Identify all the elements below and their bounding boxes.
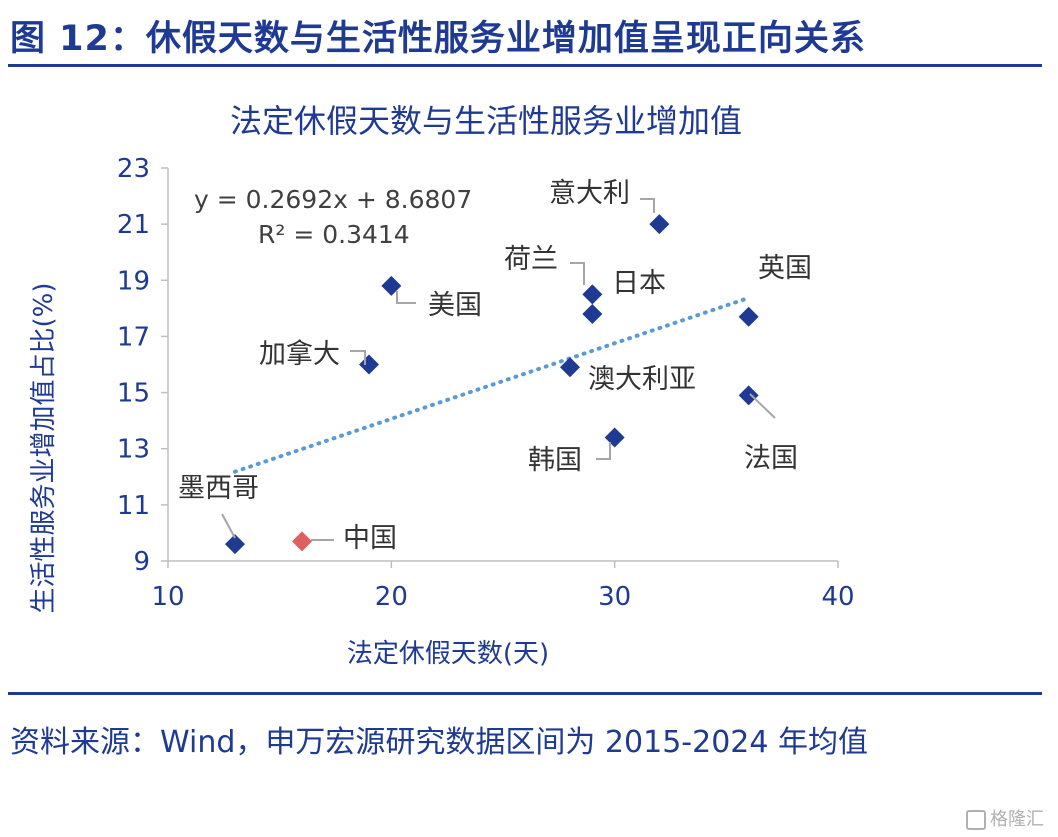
- y-tick-label: 9: [133, 547, 150, 577]
- data-point: [381, 275, 402, 296]
- y-tick-label: 11: [117, 491, 150, 521]
- point-label: 中国: [343, 523, 397, 554]
- leader-line: [640, 198, 655, 213]
- data-point: [359, 354, 379, 375]
- trendline: [233, 295, 751, 474]
- leader-line: [396, 291, 416, 304]
- point-label: 加拿大: [259, 339, 340, 370]
- source-note: 资料来源：Wind，申万宏源研究数据区间为 2015-2024 年均值: [10, 725, 868, 760]
- point-label: 美国: [428, 290, 482, 321]
- trendline-layer: [233, 295, 751, 474]
- y-tick-label: 21: [117, 210, 150, 240]
- watermark-logo-icon: [966, 810, 986, 830]
- figure-title: 图 12：休假天数与生活性服务业增加值呈现正向关系: [10, 19, 866, 59]
- data-point: [582, 284, 603, 305]
- x-tick-label: 30: [598, 582, 631, 612]
- source-divider: [8, 692, 1042, 695]
- trendline-equation: y = 0.2692x + 8.6807: [194, 185, 472, 214]
- leader-line: [221, 513, 236, 539]
- point-label: 荷兰: [504, 244, 558, 275]
- data-point: [604, 427, 625, 448]
- point-label: 澳大利亚: [588, 364, 696, 395]
- x-axis-label: 法定休假天数(天): [347, 639, 549, 669]
- data-point: [649, 214, 670, 235]
- data-point: [560, 357, 580, 378]
- x-tick-label: 40: [821, 582, 854, 612]
- watermark-text: 格隆汇: [990, 809, 1044, 830]
- leader-line: [570, 262, 585, 285]
- point-label: 日本: [612, 268, 666, 299]
- point-label: 英国: [758, 253, 812, 284]
- y-tick-label: 17: [117, 322, 150, 352]
- y-tick-label: 19: [117, 266, 150, 296]
- x-tick-label: 10: [151, 582, 184, 612]
- x-tick-label: 20: [375, 582, 408, 612]
- point-label: 法国: [744, 443, 798, 474]
- points-layer: [225, 214, 759, 555]
- chart-title: 法定休假天数与生活性服务业增加值: [230, 102, 742, 140]
- point-label: 墨西哥: [178, 473, 259, 504]
- y-tick-label: 13: [117, 435, 150, 465]
- data-point: [292, 531, 312, 552]
- leader-line: [749, 393, 776, 419]
- axes: 9 11 13 15 17 19 21 23 10 20 30 40: [117, 154, 855, 612]
- data-point: [225, 534, 245, 555]
- scatter-chart: 法定休假天数与生活性服务业增加值 9 11 13 15 17 19 21 23 10 20 30 40…: [29, 102, 855, 669]
- data-point: [738, 306, 759, 327]
- trendline-r-squared: R² = 0.3414: [258, 220, 410, 249]
- data-point: [738, 385, 759, 406]
- y-axis-label: 生活性服务业增加值占比(%): [29, 283, 59, 614]
- y-tick-label: 15: [117, 379, 150, 409]
- data-point: [582, 303, 603, 324]
- y-tick-label: 23: [117, 154, 150, 184]
- leader-line: [350, 350, 366, 365]
- watermark: 格隆汇: [966, 805, 1044, 831]
- point-label: 意大利: [549, 178, 630, 209]
- point-label: 韩国: [528, 445, 582, 476]
- title-divider: [8, 64, 1042, 67]
- leader-line: [596, 442, 611, 460]
